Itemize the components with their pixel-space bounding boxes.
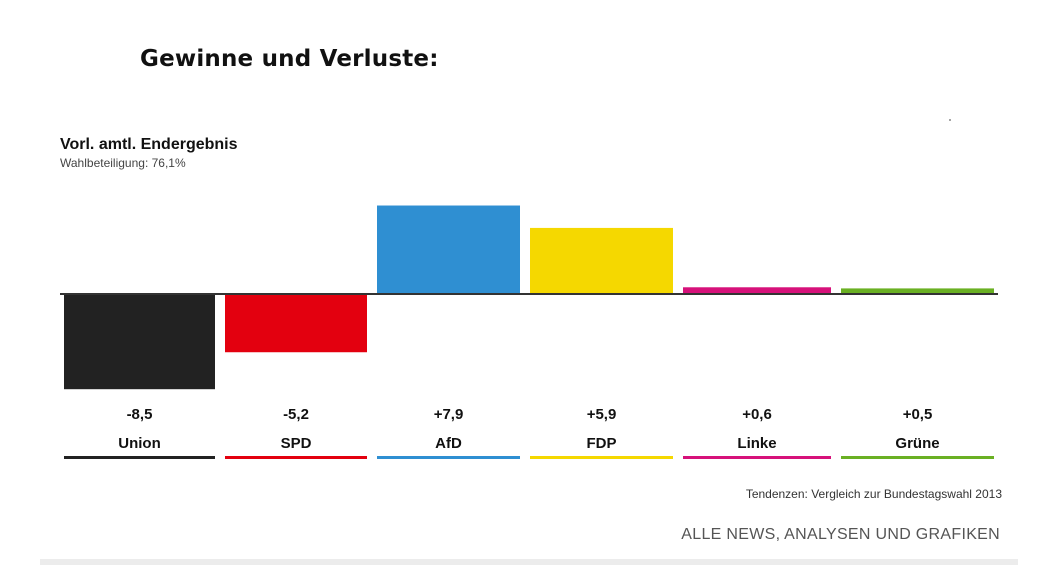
value-label-linke: +0,6 bbox=[742, 406, 772, 423]
category-label-gr-ne: Grüne bbox=[895, 435, 939, 452]
page-title: Gewinne und Verluste: bbox=[140, 46, 439, 72]
party-underline-union bbox=[64, 456, 215, 459]
category-label-linke: Linke bbox=[737, 435, 776, 452]
bar-chart: -8,5 Union -5,2 SPD +7,9 AfD +5,9 FDP +0,6 Linke +… bbox=[60, 205, 998, 459]
bar-afd bbox=[377, 205, 520, 294]
bar-fdp bbox=[530, 227, 673, 294]
value-label-spd: -5,2 bbox=[283, 406, 309, 423]
bar-gr-ne bbox=[841, 288, 994, 294]
category-label-union: Union bbox=[118, 435, 161, 452]
chart-title: Vorl. amtl. Endergebnis bbox=[60, 136, 238, 153]
value-label-gr-ne: +0,5 bbox=[903, 406, 933, 423]
party-underline-afd bbox=[377, 456, 520, 459]
footnote: Tendenzen: Vergleich zur Bundestagswahl … bbox=[745, 487, 1002, 501]
bar-spd bbox=[225, 294, 367, 353]
category-label-afd: AfD bbox=[435, 435, 462, 452]
party-underline-spd bbox=[225, 456, 367, 459]
value-label-union: -8,5 bbox=[127, 406, 153, 423]
bottom-divider bbox=[40, 559, 1018, 565]
party-underline-gr-ne bbox=[841, 456, 994, 459]
bar-union bbox=[64, 294, 215, 390]
party-underline-linke bbox=[683, 456, 831, 459]
decorative-dot bbox=[949, 119, 951, 121]
category-label-spd: SPD bbox=[281, 435, 312, 452]
chart-subtitle: Wahlbeteiligung: 76,1% bbox=[60, 156, 186, 170]
bar-linke bbox=[683, 287, 831, 294]
zero-baseline bbox=[60, 293, 998, 295]
category-label-fdp: FDP bbox=[587, 435, 617, 452]
value-label-afd: +7,9 bbox=[434, 406, 464, 423]
all-news-link[interactable]: ALLE NEWS, ANALYSEN UND GRAFIKEN bbox=[681, 526, 1000, 543]
value-label-fdp: +5,9 bbox=[587, 406, 617, 423]
party-underline-fdp bbox=[530, 456, 673, 459]
